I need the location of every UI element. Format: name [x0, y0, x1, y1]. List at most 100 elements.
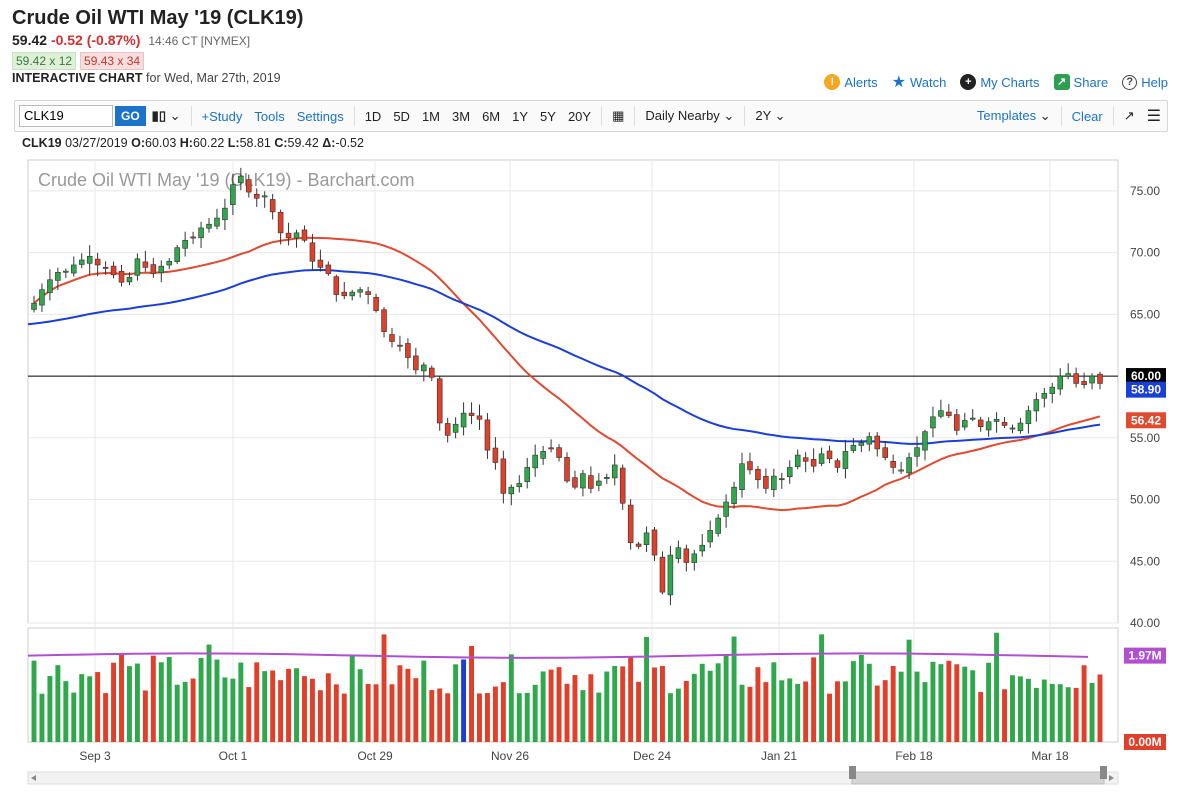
volume-bar	[1065, 687, 1071, 742]
volume-bar	[381, 634, 387, 742]
chart-type-button[interactable]: ▮▯ ⌄	[146, 108, 187, 124]
candle-body	[667, 554, 674, 596]
quote-line: 59.42 -0.52 (-0.87%) 14:46 CT [NYMEX]	[12, 31, 303, 50]
alerts-link[interactable]: ! Alerts	[824, 74, 878, 90]
volume-bar	[309, 678, 315, 742]
volume-bar	[938, 664, 944, 742]
volume-bar	[739, 684, 745, 742]
candle-body	[389, 334, 395, 342]
help-link[interactable]: ? Help	[1122, 74, 1168, 90]
volume-bar	[373, 684, 379, 742]
volume-zero-tag-label: 0.00M	[1128, 735, 1161, 749]
period-1d[interactable]: 1D	[364, 108, 382, 124]
candle-body	[1057, 375, 1063, 390]
toolbar-divider	[1060, 106, 1062, 126]
volume-tag-label: 1.97M	[1128, 649, 1161, 663]
candle-body	[94, 258, 101, 266]
period-1m[interactable]: 1M	[421, 108, 441, 124]
volume-bar	[667, 693, 673, 742]
expand-icon[interactable]: ↗	[1123, 108, 1135, 123]
menu-icon[interactable]: ☰	[1146, 108, 1161, 125]
range-select[interactable]: 2Y ⌄	[749, 108, 791, 124]
candle-body	[826, 450, 833, 460]
interactive-chart-date: for Wed, Mar 27th, 2019	[146, 71, 281, 85]
candle-body	[214, 217, 220, 227]
watch-link[interactable]: ★ Watch	[892, 72, 947, 92]
range-label: 2Y	[755, 108, 772, 123]
ohlc-date: 03/27/2019	[65, 136, 128, 150]
volume-bar	[1057, 684, 1063, 742]
candle-body	[619, 467, 626, 504]
alerts-label: Alerts	[844, 74, 878, 90]
candle-body	[779, 478, 785, 481]
candle-body	[930, 416, 936, 429]
volume-bar	[1025, 678, 1031, 742]
candle-body	[858, 442, 865, 446]
volume-bar	[874, 685, 880, 742]
candlestick-icon: ▮▯	[151, 108, 166, 123]
volume-bar	[445, 693, 451, 742]
y-tick-label: 70.00	[1130, 246, 1160, 260]
volume-bar	[453, 664, 459, 742]
period-5y[interactable]: 5Y	[540, 108, 556, 124]
volume-bar	[405, 668, 411, 742]
templates-select[interactable]: Templates ⌄	[971, 108, 1057, 124]
candle-body	[428, 367, 435, 378]
volume-bar	[1010, 675, 1015, 742]
study-button[interactable]: +Study	[201, 108, 243, 124]
period-20y[interactable]: 20Y	[567, 108, 592, 124]
watch-label: Watch	[909, 74, 947, 90]
share-link[interactable]: ↗ Share	[1053, 74, 1108, 90]
volume-bar	[811, 657, 817, 742]
scrollbar-handle-left[interactable]	[849, 766, 856, 779]
scrollbar-handle-right[interactable]	[1100, 766, 1107, 779]
candle-body	[651, 529, 658, 556]
settings-button[interactable]: Settings	[296, 108, 344, 124]
y-tick-label: 40.00	[1130, 616, 1160, 630]
calendar-icon[interactable]: ▦	[612, 108, 625, 123]
candle-body	[1017, 422, 1024, 432]
period-6m[interactable]: 6M	[482, 108, 501, 124]
candle-body	[261, 195, 268, 198]
candle-body	[516, 483, 523, 488]
volume-bar	[198, 658, 204, 742]
my-charts-link[interactable]: + My Charts	[960, 74, 1040, 90]
volume-bar	[111, 662, 117, 742]
period-3m[interactable]: 3M	[452, 108, 471, 124]
time-scrollbar[interactable]	[27, 766, 1119, 785]
candle-body	[277, 211, 284, 234]
volume-bar	[636, 681, 642, 742]
scroll-right-arrow-icon[interactable]	[1109, 775, 1114, 781]
candle-body	[739, 463, 745, 491]
bid-ask: 59.42 x 12 59.43 x 34	[12, 52, 303, 70]
candle-body	[134, 258, 141, 276]
help-label: Help	[1141, 74, 1168, 90]
nearby-select[interactable]: Daily Nearby ⌄	[639, 108, 740, 124]
period-5d[interactable]: 5D	[393, 108, 410, 124]
tools-button[interactable]: Tools	[254, 108, 285, 124]
volume-bar	[230, 678, 236, 742]
candle-body	[166, 260, 173, 266]
period-1y[interactable]: 1Y	[512, 108, 529, 124]
volume-bar	[278, 680, 284, 742]
quote-header: Crude Oil WTI May '19 (CLK19) 59.42 -0.5…	[12, 6, 303, 85]
candle-body	[63, 270, 69, 273]
open-value: 60.03	[145, 136, 177, 150]
scrollbar-track[interactable]	[27, 771, 1119, 785]
candle-body	[699, 544, 706, 552]
scroll-left-arrow-icon[interactable]	[31, 775, 36, 781]
clear-button[interactable]: Clear	[1071, 108, 1103, 124]
volume-bar	[87, 676, 93, 742]
candle-body	[436, 378, 443, 424]
scrollbar-thumb[interactable]	[851, 771, 1105, 785]
candle-body	[707, 530, 713, 543]
volume-bar	[842, 681, 848, 742]
volume-bar	[286, 668, 292, 742]
candle-body	[198, 227, 204, 239]
symbol-input[interactable]	[19, 105, 113, 127]
go-button[interactable]: GO	[115, 106, 146, 126]
price-change: -0.52 (-0.87%)	[50, 32, 141, 48]
x-tick-label: Jan 21	[761, 749, 797, 763]
candle-body	[946, 411, 952, 416]
